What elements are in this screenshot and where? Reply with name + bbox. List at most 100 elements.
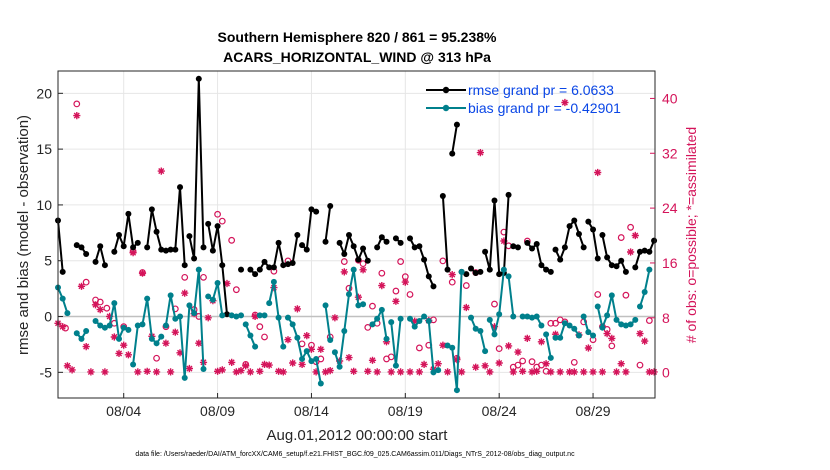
rmse-point (195, 75, 202, 82)
rmse-line-segment (188, 77, 205, 260)
rmse-point (622, 268, 629, 275)
obs-assimilated-marker (636, 330, 644, 338)
obs-assimilated-marker (598, 368, 606, 376)
obs-possible-marker (214, 210, 221, 218)
rmse-point (73, 242, 80, 249)
bias-point (566, 322, 573, 329)
rmse-point (275, 239, 282, 246)
obs-assimilated-marker (298, 360, 306, 368)
y-left-tick-label: 10 (36, 197, 52, 213)
bias-point (120, 324, 127, 331)
obs-assimilated-marker (214, 367, 222, 375)
bias-point (416, 317, 423, 324)
obs-possible-marker (547, 319, 555, 327)
rmse-point (444, 266, 451, 273)
obs-assimilated-marker (631, 231, 639, 240)
obs-assimilated-marker (458, 368, 466, 376)
bias-line-segment (371, 308, 388, 339)
obs-assimilated-marker (91, 301, 100, 309)
obs-possible-marker (340, 258, 348, 265)
bias-point (327, 336, 334, 343)
rmse-point (355, 256, 362, 263)
obs-assimilated-marker (495, 359, 503, 367)
obs-assimilated-marker (566, 368, 574, 376)
bias-point (533, 313, 540, 320)
obs-assimilated-marker (584, 344, 592, 352)
obs-possible-marker (594, 291, 602, 298)
bias-point (477, 328, 484, 335)
bias-point (618, 321, 625, 328)
obs-assimilated-marker (547, 368, 555, 376)
rmse-point (299, 242, 306, 249)
rmse-point (148, 206, 155, 213)
bias-point (172, 315, 179, 322)
rmse-point (571, 217, 578, 224)
obs-assimilated-marker (368, 356, 377, 364)
obs-assimilated-marker (228, 358, 236, 366)
obs-assimilated-marker (73, 112, 81, 120)
obs-assimilated-marker (594, 168, 602, 177)
obs-assimilated-marker (345, 354, 353, 362)
bias-point (317, 380, 324, 387)
obs-assimilated-marker (143, 367, 151, 375)
plot-area (58, 71, 655, 398)
rmse-point (252, 271, 259, 278)
obs-assimilated-marker (176, 349, 184, 357)
rmse-point (350, 243, 357, 250)
bias-point (599, 324, 606, 331)
bias-point (275, 314, 282, 321)
obs-possible-marker (552, 319, 559, 327)
bias-point (167, 292, 174, 299)
bias-point (294, 334, 301, 341)
rmse-point (421, 256, 428, 263)
rmse-point (120, 243, 127, 250)
bias-point (308, 358, 315, 365)
bias-point (594, 303, 601, 310)
obs-assimilated-marker (87, 368, 95, 376)
rmse-point (270, 264, 277, 271)
obs-assimilated-marker (68, 366, 76, 374)
obs-assimilated-marker (373, 368, 381, 376)
obs-assimilated-marker (453, 356, 461, 364)
obs-assimilated-marker (284, 336, 292, 344)
obs-assimilated-marker (293, 305, 301, 313)
bias-point (636, 303, 643, 310)
bias-point (547, 354, 554, 361)
obs-assimilated-marker (340, 268, 348, 276)
bias-point (331, 349, 338, 356)
obs-assimilated-marker (237, 367, 245, 375)
rmse-point (294, 232, 301, 239)
obs-assimilated-marker (303, 332, 311, 340)
bias-point (139, 321, 146, 328)
obs-possible-marker (392, 287, 400, 295)
rmse-point (468, 265, 475, 272)
rmse-point (209, 247, 216, 254)
bias-point (468, 314, 475, 321)
bias-point (421, 313, 428, 320)
obs-assimilated-marker (439, 341, 447, 349)
rmse-point (590, 226, 597, 233)
chart-legend: rmse grand pr = 6.0633 bias grand pr = -… (426, 82, 621, 116)
rmse-point (78, 244, 85, 251)
rmse-point (580, 244, 587, 251)
bias-point (374, 315, 381, 322)
rmse-line-segment (324, 205, 332, 242)
obs-assimilated-marker (321, 368, 330, 376)
obs-assimilated-marker (223, 279, 231, 288)
rmse-point (266, 264, 273, 271)
obs-assimilated-marker (411, 317, 419, 325)
obs-possible-marker (232, 286, 240, 294)
rmse-point (561, 244, 568, 251)
obs-assimilated-marker (397, 368, 405, 376)
rmse-point (533, 240, 540, 247)
bias-point (407, 315, 414, 322)
rmse-point (585, 218, 592, 225)
rmse-point (397, 239, 404, 246)
obs-possible-marker (491, 300, 498, 308)
obs-assimilated-marker (171, 328, 179, 336)
rmse-point (552, 246, 559, 253)
bias-point (247, 332, 254, 339)
obs-assimilated-marker (612, 368, 621, 376)
obs-assimilated-marker (415, 368, 423, 376)
bias-point (261, 312, 268, 319)
